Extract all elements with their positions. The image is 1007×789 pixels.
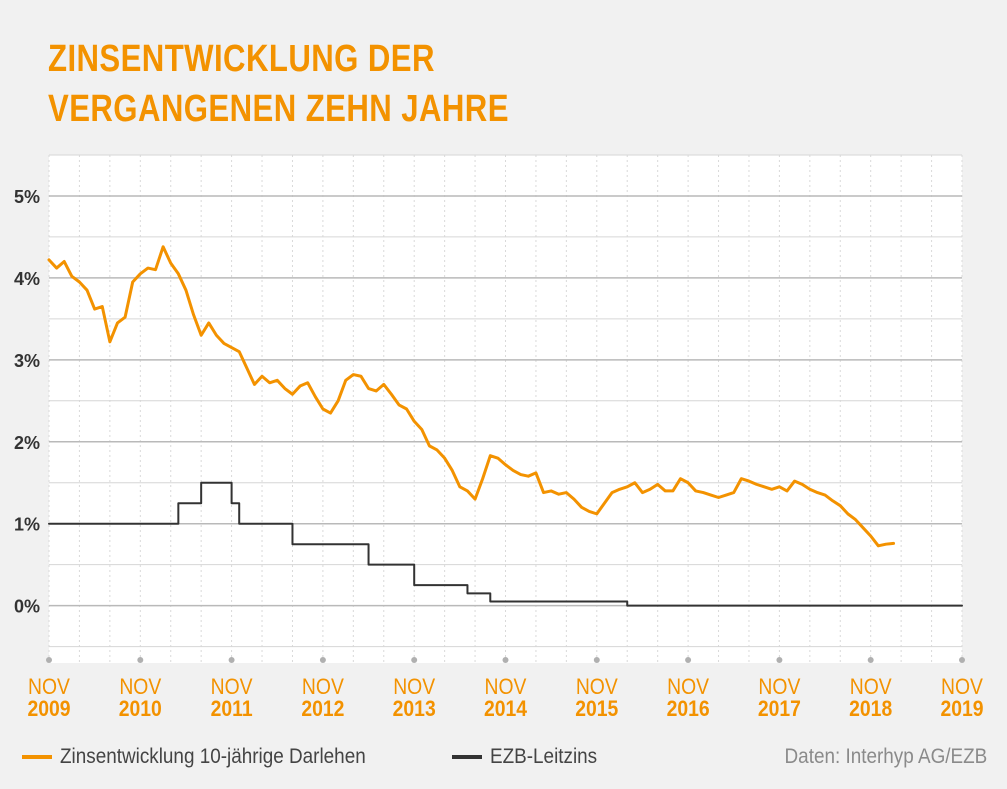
x-tick-year: 2012 [301, 697, 344, 721]
x-tick-year: 2019 [940, 697, 983, 721]
plot-area [49, 155, 962, 663]
x-tick-year: 2009 [27, 697, 70, 721]
x-tick-month: NOV [211, 675, 253, 699]
y-axis: 0% 1% 2% 3% 4% 5% [14, 187, 40, 617]
x-tick-dot [319, 657, 326, 663]
chart-title-line-2: VERGANGENEN ZEHN JAHRE [48, 88, 509, 130]
x-tick-dot [776, 657, 783, 663]
x-tick-year: 2014 [484, 697, 528, 721]
legend-swatch-dark [452, 755, 482, 759]
x-tick-month: NOV [758, 675, 800, 699]
x-tick-year: 2011 [211, 697, 253, 721]
legend-item-darlehen: Zinsentwicklung 10-jährige Darlehen [22, 745, 400, 769]
x-tick-month: NOV [393, 675, 435, 699]
x-tick-dot [593, 657, 600, 663]
legend-label-darlehen: Zinsentwicklung 10-jährige Darlehen [60, 745, 366, 768]
series-line-darlehen [47, 245, 896, 548]
y-tick-label: 1% [14, 515, 40, 535]
x-tick-month: NOV [302, 675, 344, 699]
x-tick-year: 2017 [758, 697, 801, 721]
chart-title-line-1: ZINSENTWICKLUNG DER [48, 38, 435, 80]
plot-background-layer [49, 155, 962, 663]
x-tick-dot [411, 657, 418, 663]
x-tick-dot [46, 657, 52, 663]
x-tick-month: NOV [667, 675, 709, 699]
x-tick-month: NOV [485, 675, 527, 699]
y-tick-label: 2% [14, 433, 40, 453]
x-axis: NOV2009NOV2010NOV2011NOV2012NOV2013NOV20… [27, 657, 984, 721]
x-tick-year: 2010 [119, 697, 162, 721]
y-tick-label: 3% [14, 351, 40, 371]
x-tick-month: NOV [28, 675, 70, 699]
line-chart: 0%1%2%3%4%5% NOV2009NOV2010NOV2011NOV201… [14, 154, 984, 721]
x-tick-dot [685, 657, 692, 663]
x-tick-dot [502, 657, 509, 663]
x-tick-dot [228, 657, 235, 663]
x-tick-month: NOV [941, 675, 983, 699]
series-layer [47, 245, 963, 607]
x-tick-year: 2013 [393, 697, 436, 721]
chart-title: ZINSENTWICKLUNG DER VERGANGENEN ZEHN JAH… [48, 34, 509, 134]
y-tick-label: 4% [14, 269, 40, 289]
legend-swatch-orange [22, 755, 52, 759]
x-tick-dot [959, 657, 965, 663]
x-tick-month: NOV [576, 675, 618, 699]
x-tick-dot [137, 657, 144, 663]
source-note: Daten: Interhyp AG/EZB [784, 745, 987, 768]
x-tick-month: NOV [850, 675, 892, 699]
legend-label-ezb: EZB-Leitzins [490, 745, 598, 768]
x-tick-year: 2015 [575, 697, 618, 721]
x-tick-month: NOV [119, 675, 161, 699]
legend-item-ezb: EZB-Leitzins [452, 745, 609, 769]
y-tick-label: 0% [14, 597, 40, 617]
x-tick-dot [867, 657, 874, 663]
y-tick-label: 5% [14, 187, 40, 207]
series-line-ezb [48, 481, 963, 607]
x-tick-year: 2016 [667, 697, 710, 721]
x-tick-year: 2018 [849, 697, 892, 721]
legend: Zinsentwicklung 10-jährige Darlehen EZB-… [22, 745, 987, 773]
